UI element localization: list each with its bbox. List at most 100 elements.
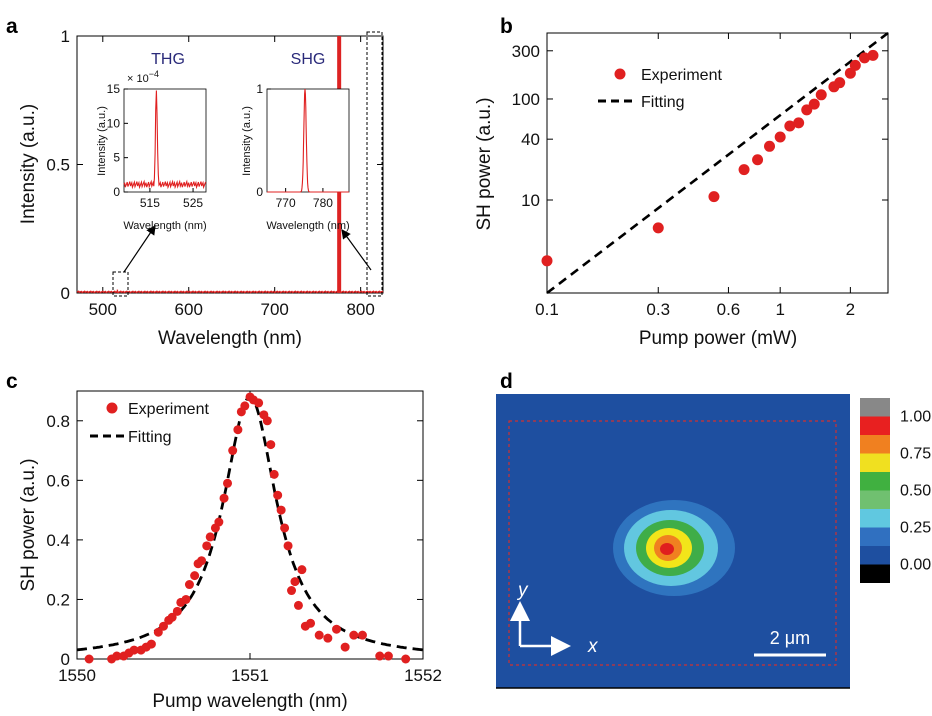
data-point-c xyxy=(202,541,212,551)
x-tick-label-a: 700 xyxy=(261,300,289,319)
y-tick-label-b: 40 xyxy=(521,130,540,149)
colorbar: 1.00 0.75 0.50 0.25 0.00 xyxy=(860,398,931,583)
colorbar-swatch xyxy=(860,398,890,417)
data-point-c xyxy=(273,490,283,500)
data-point-c xyxy=(280,523,290,533)
colorbar-swatch xyxy=(860,416,890,435)
inset-thg-xtick-label: 525 xyxy=(183,196,203,210)
data-point-c xyxy=(262,416,272,426)
inset-shg-xlabel: Wavelength (nm) xyxy=(266,220,349,232)
data-point-c xyxy=(266,440,276,450)
y-tick-label-b: 10 xyxy=(521,191,540,210)
data-point-c xyxy=(283,541,293,551)
data-point-b xyxy=(784,120,796,132)
y-tick-label-a: 0 xyxy=(61,284,70,303)
data-point-b xyxy=(541,255,553,267)
colorbar-tick-label: 0.00 xyxy=(900,557,931,574)
data-point-c xyxy=(297,565,307,575)
inset-thg-ytick-label: 0 xyxy=(113,185,120,199)
data-point-c xyxy=(323,633,333,643)
data-point-c xyxy=(129,645,139,655)
legend-label-fitting-b: Fitting xyxy=(641,94,685,111)
region-dashed-box xyxy=(508,420,837,666)
colorbar-swatch xyxy=(860,527,890,546)
y-tick-label-b: 100 xyxy=(512,90,540,109)
x-axis-label-a: Wavelength (nm) xyxy=(158,328,302,349)
data-point-b xyxy=(793,117,805,129)
intensity-spot xyxy=(613,500,735,596)
data-point-c xyxy=(293,600,303,610)
data-point-c xyxy=(184,580,194,590)
inset-shg-ytick-label: 1 xyxy=(256,82,263,96)
colorbar-swatch xyxy=(860,490,890,509)
colorbar-tick-label: 0.75 xyxy=(900,446,931,463)
panel-label-c: c xyxy=(6,370,18,393)
inset-thg-ylabel: Intensity (a.u.) xyxy=(96,106,108,176)
inset-shg-xtick-label: 780 xyxy=(313,196,333,210)
data-point-c xyxy=(233,425,243,435)
data-point-c xyxy=(349,630,359,640)
inset-shg-ytick-label: 0 xyxy=(256,185,263,199)
data-point-c xyxy=(254,398,264,408)
panel-d: d y x 2 μm 1.00 0.75 0.50 0.25 0.00 xyxy=(496,370,931,689)
fit-line-b xyxy=(546,31,889,295)
legend-marker-experiment-c xyxy=(106,402,118,414)
inset-thg-ytick-label: 5 xyxy=(113,151,120,165)
x-axis-label-c: Pump wavelength (nm) xyxy=(152,691,347,712)
inset-shg-curve xyxy=(267,88,349,193)
y-tick-label-c: 0.4 xyxy=(46,531,70,550)
data-point-b xyxy=(774,131,786,143)
y-tick-label-c: 0.6 xyxy=(46,471,70,490)
x-tick-label-b: 0.6 xyxy=(717,300,741,319)
data-point-c xyxy=(401,654,411,664)
thg-highlight-box xyxy=(112,271,129,297)
inset-thg-xlabel: Wavelength (nm) xyxy=(123,220,206,232)
panel-label-b: b xyxy=(500,15,513,38)
panel-c: c 1550 1551 1552 0 0.2 0.4 0.6 0.8 Pump wavelen… xyxy=(6,370,442,712)
colorbar-tick-label: 0.50 xyxy=(900,483,931,500)
data-point-c xyxy=(172,606,182,616)
data-point-c xyxy=(112,651,122,661)
x-tick-label-b: 2 xyxy=(846,300,855,319)
data-point-c xyxy=(159,621,168,631)
data-point-c xyxy=(153,627,163,637)
spot-contour xyxy=(660,543,674,555)
inset-shg-title: SHG xyxy=(291,51,326,68)
data-point-c xyxy=(223,478,233,488)
panel-label-a: a xyxy=(6,15,18,38)
data-point-c xyxy=(269,469,279,479)
y-tick-label-c: 0.8 xyxy=(46,412,70,431)
colorbar-swatch xyxy=(860,564,890,583)
inset-shg-xtick-label: 770 xyxy=(276,196,296,210)
inset-thg-xtick-label: 515 xyxy=(140,196,160,210)
data-point-c xyxy=(181,594,191,604)
x-tick-label-a: 500 xyxy=(89,300,117,319)
data-point-c xyxy=(146,639,156,649)
shg-highlight-box xyxy=(366,31,383,297)
data-point-c xyxy=(287,586,297,596)
data-point-b xyxy=(752,154,764,166)
inset-thg-ytick-label: 10 xyxy=(107,116,121,130)
x-tick-label-c: 1551 xyxy=(231,666,269,685)
inset-thg-ytick-label: 15 xyxy=(107,82,121,96)
data-point-c xyxy=(383,651,393,661)
y-tick-label-a: 1 xyxy=(61,27,70,46)
y-axis-letter: y xyxy=(516,580,529,601)
data-point-b xyxy=(815,89,827,101)
data-point-c xyxy=(340,642,350,652)
colorbar-swatch xyxy=(860,435,890,454)
data-point-b xyxy=(738,164,750,176)
data-point-c xyxy=(314,630,324,640)
colorbar-tick-label: 0.25 xyxy=(900,520,931,537)
data-point-c xyxy=(228,446,238,456)
x-axis-letter: x xyxy=(587,636,599,657)
data-point-b xyxy=(859,52,871,64)
y-axis-label-a: Intensity (a.u.) xyxy=(18,104,39,224)
inset-shg-frame xyxy=(266,88,350,193)
y-tick-label-b: 300 xyxy=(512,42,540,61)
data-point-c xyxy=(84,654,94,664)
x-tick-label-c: 1550 xyxy=(58,666,96,685)
legend-label-experiment-b: Experiment xyxy=(641,67,722,84)
data-point-c xyxy=(214,517,224,527)
